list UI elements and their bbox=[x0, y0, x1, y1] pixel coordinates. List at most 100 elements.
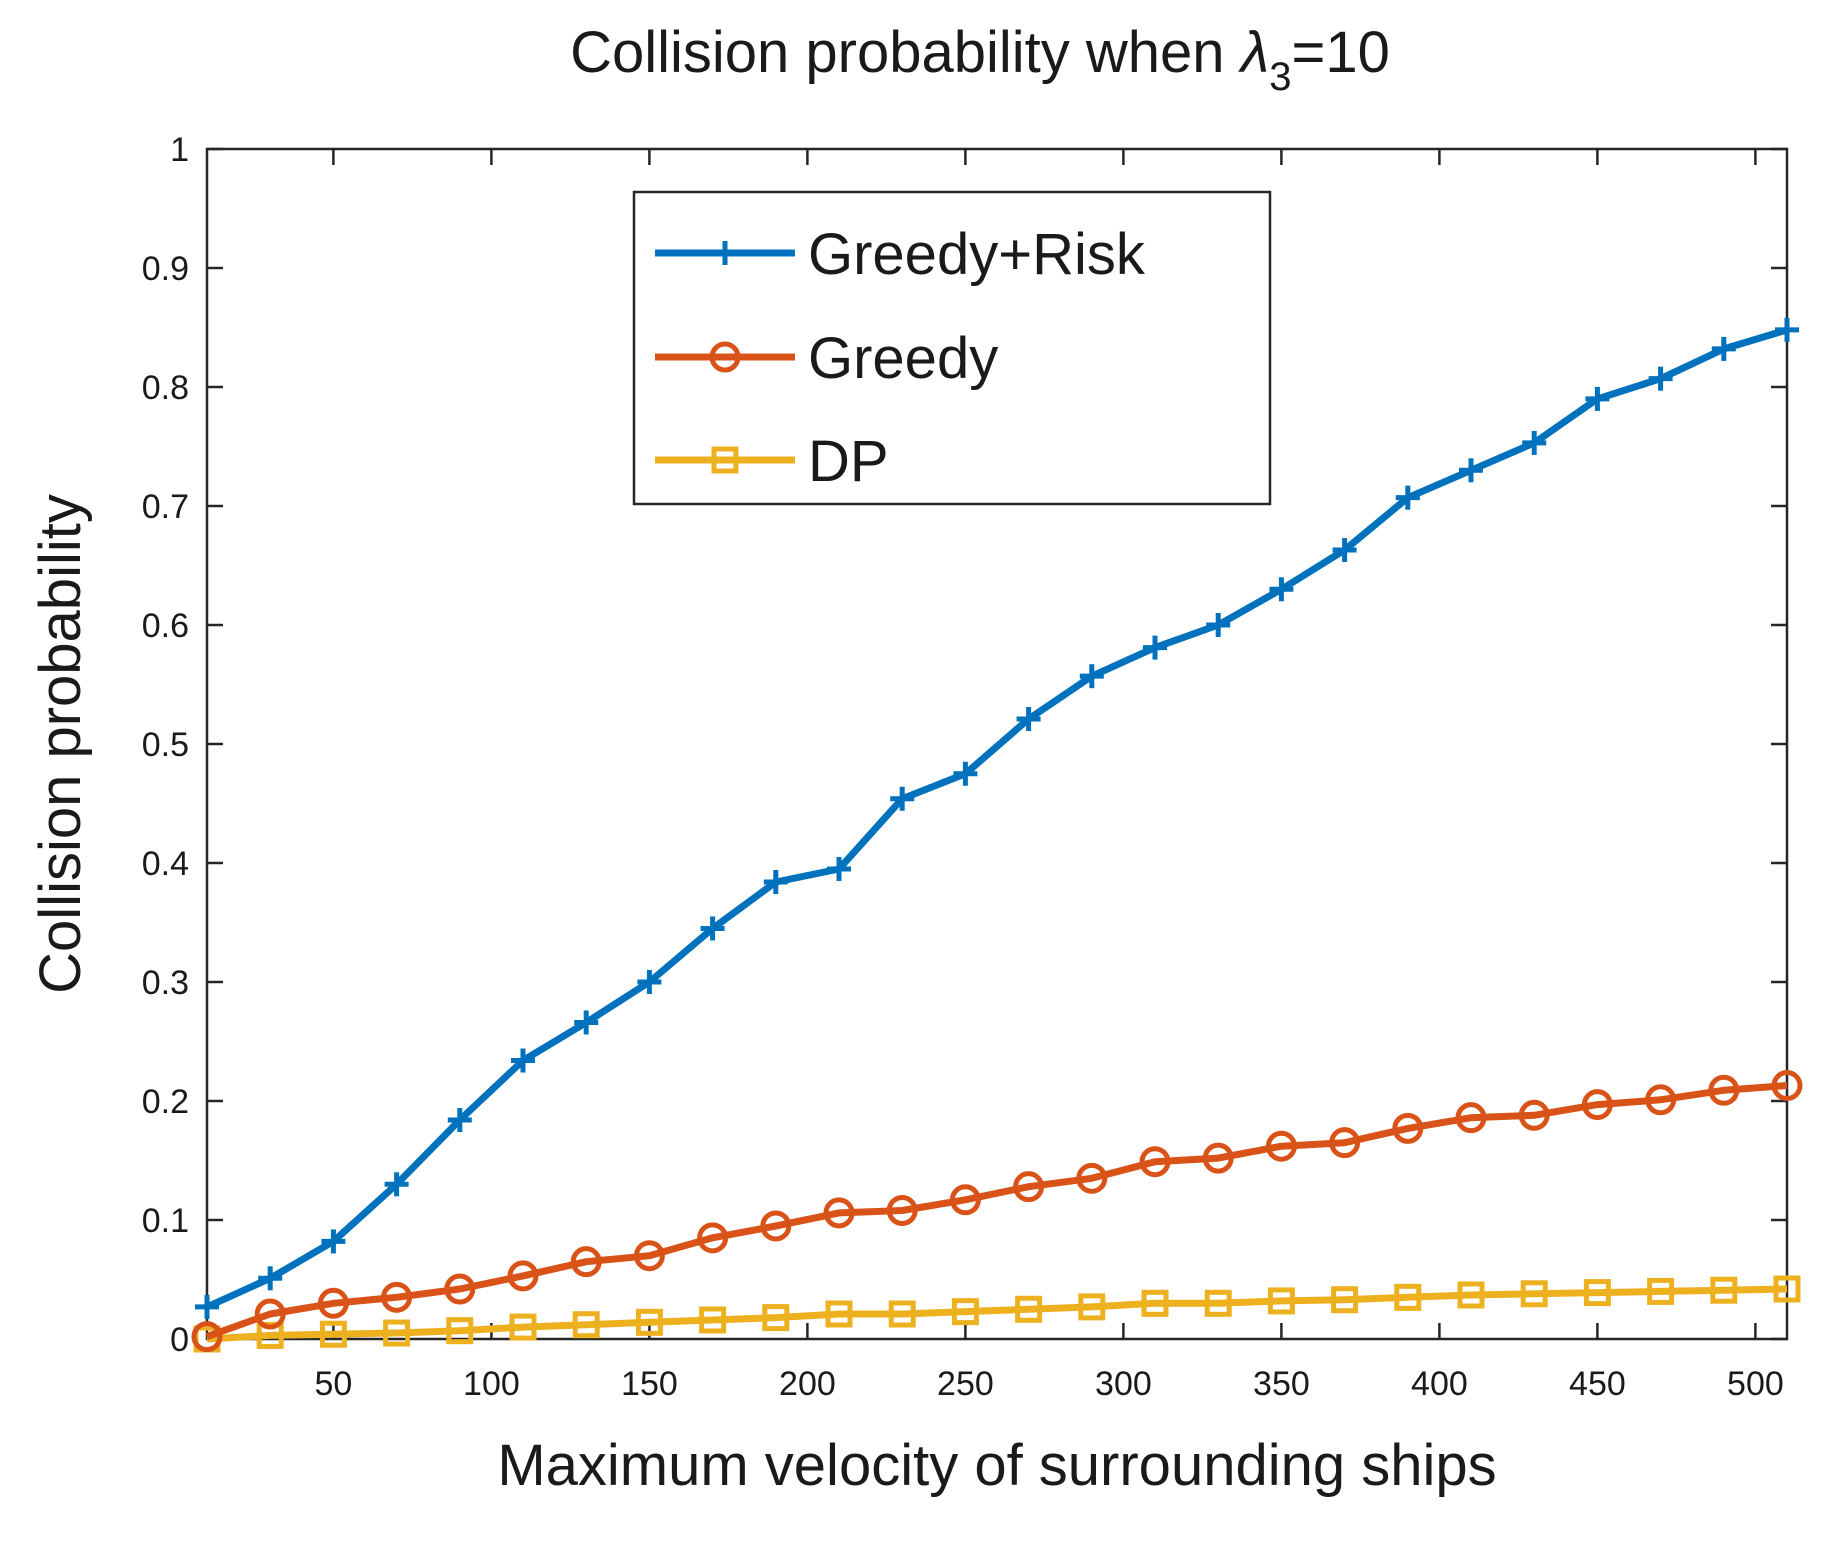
x-tick-label: 50 bbox=[314, 1365, 352, 1403]
data-point bbox=[1773, 1275, 1801, 1303]
legend-entry: Greedy bbox=[655, 326, 998, 391]
legend-box bbox=[632, 190, 1272, 506]
data-point bbox=[1395, 485, 1420, 510]
data-point bbox=[633, 1240, 665, 1272]
data-point bbox=[637, 970, 662, 994]
data-point bbox=[823, 1197, 855, 1229]
data-point bbox=[321, 1229, 346, 1254]
data-point bbox=[256, 1321, 284, 1349]
data-point bbox=[763, 870, 788, 895]
x-axis-label: Maximum velocity of surrounding ships bbox=[497, 1433, 1496, 1498]
data-point bbox=[1583, 1279, 1611, 1307]
legend-marker bbox=[709, 341, 741, 373]
data-point bbox=[762, 1304, 790, 1332]
data-point bbox=[1139, 1146, 1171, 1178]
data-point bbox=[699, 1306, 727, 1334]
data-point bbox=[1269, 577, 1294, 602]
data-point bbox=[383, 1319, 411, 1347]
data-point bbox=[1647, 1277, 1675, 1305]
data-point bbox=[191, 1321, 223, 1353]
y-tick-labels: 0 0.1 0.2 0.3 0.4 0.5 0.6 0.7 0.8 0.9 1 bbox=[142, 131, 189, 1359]
chart-title: Collision probability when λ3=10 bbox=[570, 20, 1390, 99]
x-tick-label: 400 bbox=[1411, 1365, 1468, 1403]
data-point bbox=[1076, 1162, 1108, 1194]
x-tick-label: 200 bbox=[779, 1365, 836, 1403]
series-layer bbox=[191, 317, 1803, 1353]
legend: Greedy+Risk Greedy DP bbox=[632, 190, 1272, 506]
data-point bbox=[886, 1194, 918, 1226]
data-point bbox=[1141, 1289, 1169, 1317]
data-point bbox=[511, 1048, 535, 1073]
data-point bbox=[1204, 1289, 1232, 1317]
data-point bbox=[1520, 1280, 1548, 1308]
data-point bbox=[1143, 635, 1167, 660]
y-tick-label: 0.3 bbox=[142, 964, 189, 1002]
y-tick-label: 0.5 bbox=[142, 726, 189, 764]
data-point bbox=[1265, 1130, 1297, 1162]
x-tick-label: 250 bbox=[937, 1365, 994, 1403]
data-point bbox=[570, 1246, 602, 1278]
data-point bbox=[1078, 1293, 1106, 1321]
data-point bbox=[509, 1313, 537, 1341]
data-point bbox=[574, 1010, 599, 1035]
series-greedy-risk bbox=[195, 317, 1799, 1319]
y-tick-label: 0.2 bbox=[142, 1083, 189, 1121]
data-point bbox=[760, 1210, 792, 1242]
y-tick-label: 0.9 bbox=[142, 250, 189, 288]
legend-marker bbox=[711, 446, 739, 474]
data-point bbox=[572, 1311, 600, 1339]
data-point bbox=[317, 1287, 349, 1319]
y-axis-label: Collision probability bbox=[28, 494, 93, 994]
plot-area: 50 100 150 200 250 300 350 400 450 500 0 0.1 0.2 0.3… bbox=[142, 131, 1803, 1403]
data-point bbox=[1013, 1171, 1045, 1203]
data-point bbox=[888, 1300, 916, 1328]
data-point bbox=[1206, 613, 1231, 637]
data-point bbox=[1455, 1102, 1487, 1134]
legend-entry: Greedy+Risk bbox=[655, 222, 1146, 287]
y-tick-label: 0 bbox=[170, 1321, 189, 1359]
legend-entry: DP bbox=[655, 429, 889, 494]
data-point bbox=[1329, 1127, 1361, 1159]
series-dp bbox=[193, 1275, 1801, 1353]
data-point bbox=[697, 1222, 729, 1254]
data-point bbox=[1332, 538, 1357, 563]
data-point bbox=[1457, 1281, 1485, 1309]
legend-label: DP bbox=[808, 429, 889, 494]
x-tick-label: 350 bbox=[1253, 1365, 1310, 1403]
y-tick-label: 0.4 bbox=[142, 845, 189, 883]
data-point bbox=[254, 1298, 286, 1330]
data-point bbox=[447, 1108, 472, 1133]
data-point bbox=[827, 856, 851, 881]
data-point bbox=[319, 1320, 347, 1348]
series-greedy bbox=[191, 1070, 1803, 1353]
x-tick-labels: 50 100 150 200 250 300 350 400 450 500 bbox=[314, 1365, 1783, 1403]
y-tick-label: 0.7 bbox=[142, 488, 189, 526]
data-point bbox=[1394, 1283, 1422, 1311]
series-line bbox=[206, 1285, 1788, 1343]
data-point bbox=[1202, 1142, 1234, 1174]
data-point bbox=[949, 1184, 981, 1216]
data-point bbox=[1459, 458, 1483, 483]
data-point bbox=[635, 1308, 663, 1336]
y-tick-label: 0.1 bbox=[142, 1202, 189, 1240]
tick-marks bbox=[207, 147, 1787, 1341]
data-point bbox=[1711, 336, 1736, 361]
data-point bbox=[258, 1266, 283, 1291]
series-line bbox=[205, 326, 1789, 1311]
x-tick-label: 300 bbox=[1095, 1365, 1152, 1403]
data-point bbox=[890, 786, 915, 811]
data-point bbox=[1331, 1286, 1359, 1314]
y-tick-label: 0.8 bbox=[142, 369, 189, 407]
x-tick-label: 450 bbox=[1569, 1365, 1626, 1403]
data-point bbox=[700, 916, 725, 941]
data-point bbox=[1522, 430, 1547, 455]
data-point bbox=[507, 1260, 539, 1292]
data-point bbox=[195, 1294, 219, 1319]
legend-label: Greedy bbox=[808, 326, 998, 391]
data-point bbox=[1267, 1287, 1295, 1315]
x-tick-label: 500 bbox=[1727, 1365, 1784, 1403]
data-point bbox=[1079, 664, 1104, 689]
data-point bbox=[1775, 317, 1799, 342]
data-point bbox=[1645, 1084, 1677, 1116]
